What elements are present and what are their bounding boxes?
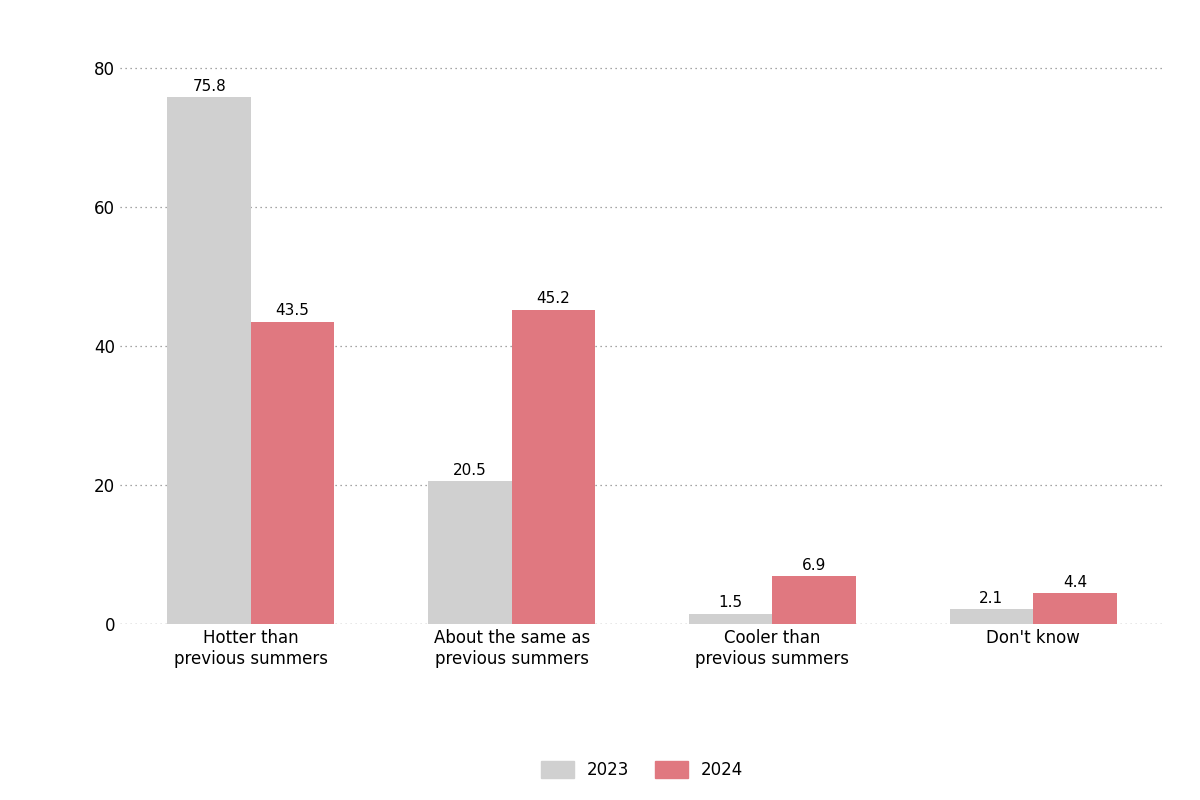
- Bar: [168, 97, 251, 624]
- Bar: [689, 614, 773, 624]
- Text: 45.2: 45.2: [536, 291, 570, 306]
- Text: 43.5: 43.5: [276, 303, 310, 318]
- Text: 2.1: 2.1: [979, 591, 1003, 606]
- Text: 4.4: 4.4: [1063, 575, 1087, 590]
- Bar: [251, 322, 335, 624]
- Bar: [1033, 594, 1116, 624]
- Bar: [428, 482, 511, 624]
- Bar: [511, 310, 595, 624]
- Bar: [773, 576, 856, 624]
- Bar: [949, 610, 1033, 624]
- Text: 75.8: 75.8: [192, 78, 226, 94]
- Text: 20.5: 20.5: [454, 463, 487, 478]
- Text: 6.9: 6.9: [802, 558, 827, 573]
- Legend: 2023, 2024: 2023, 2024: [540, 761, 744, 779]
- Text: 1.5: 1.5: [719, 595, 743, 610]
